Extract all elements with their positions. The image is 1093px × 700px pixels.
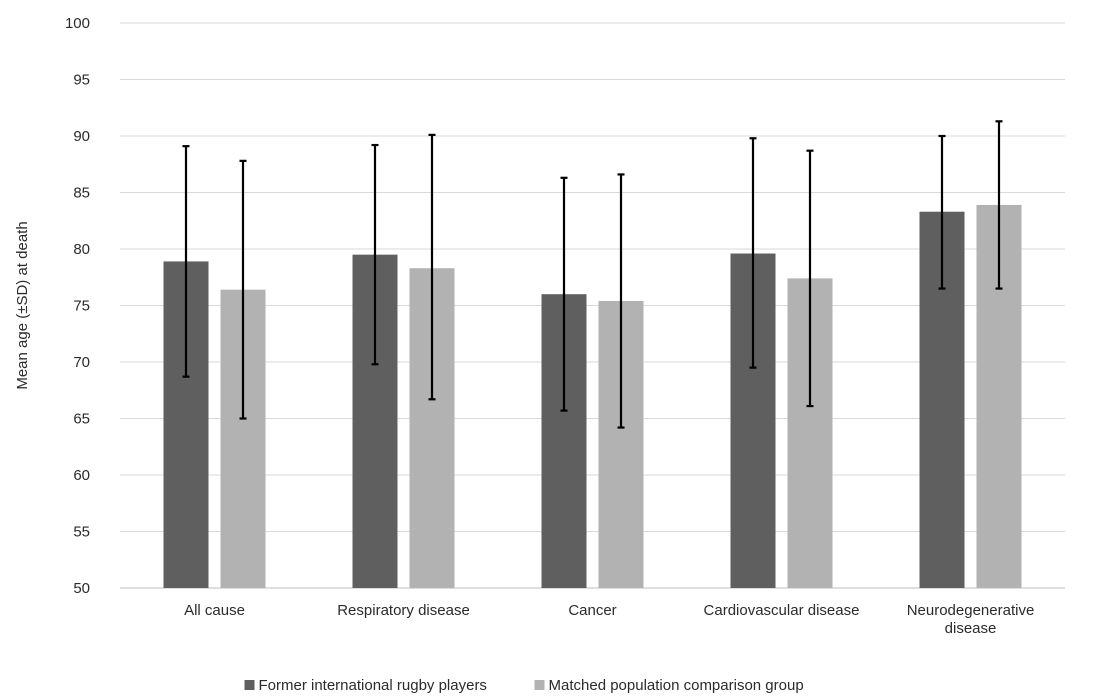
legend-label: Matched population comparison group <box>549 677 804 694</box>
y-axis-title: Mean age (±SD) at death <box>14 221 31 389</box>
x-tick-label: Respiratory disease <box>337 602 470 619</box>
legend-swatch <box>534 680 545 690</box>
y-tick-label: 60 <box>73 467 90 484</box>
y-tick-label: 65 <box>73 411 90 428</box>
x-tick-label: disease <box>945 620 997 637</box>
y-tick-label: 70 <box>73 354 90 371</box>
y-tick-label: 55 <box>73 524 90 541</box>
y-tick-label: 80 <box>73 241 90 258</box>
y-tick-label: 85 <box>73 185 90 202</box>
legend-swatch <box>244 680 255 690</box>
y-tick-label: 100 <box>65 15 90 32</box>
y-tick-label: 50 <box>73 580 90 597</box>
y-tick-label: 75 <box>73 298 90 315</box>
x-tick-label: Neurodegenerative <box>907 602 1035 619</box>
legend-label: Former international rugby players <box>259 677 487 694</box>
x-tick-label: All cause <box>184 602 245 619</box>
y-tick-label: 95 <box>73 72 90 89</box>
y-tick-label: 90 <box>73 128 90 145</box>
x-tick-label: Cardiovascular disease <box>704 602 860 619</box>
x-tick-label: Cancer <box>568 602 616 619</box>
